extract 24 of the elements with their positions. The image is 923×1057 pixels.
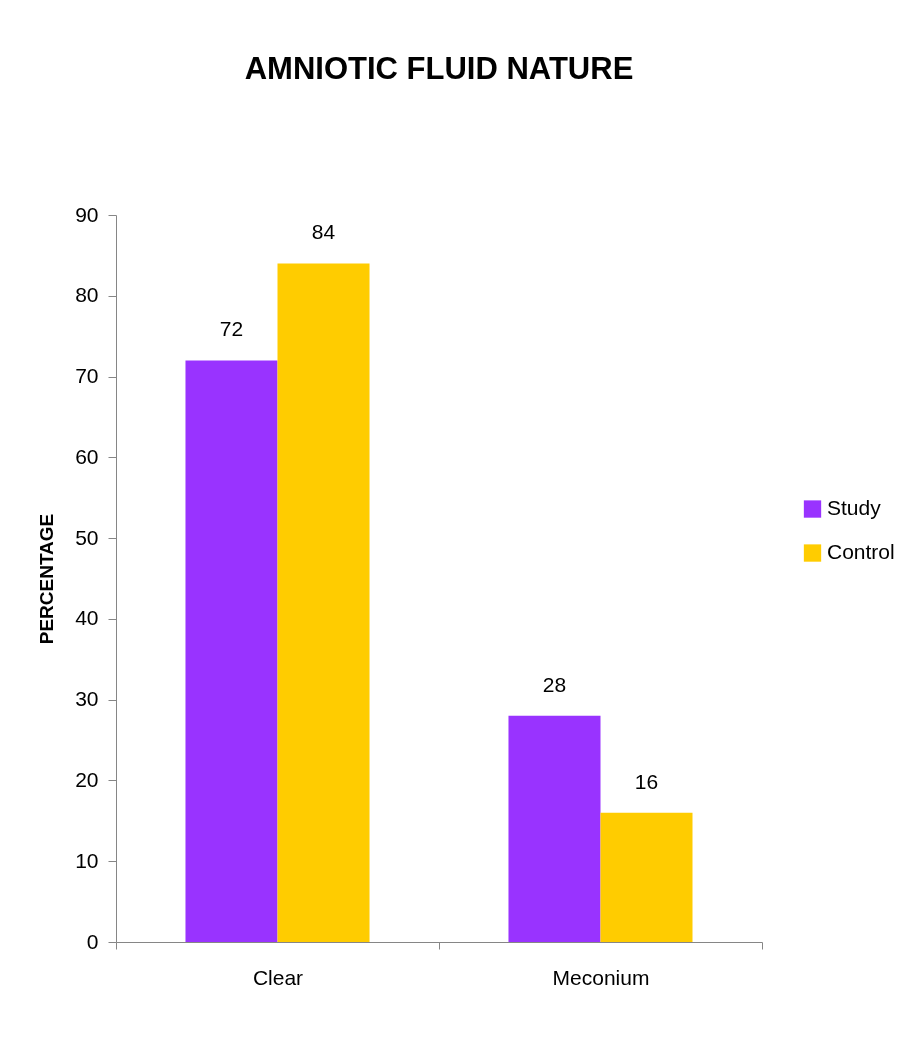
x-tick-label: Meconium xyxy=(552,965,650,989)
bar xyxy=(600,812,693,942)
y-tick-label: 60 xyxy=(75,444,99,468)
y-tick-label: 50 xyxy=(75,525,99,549)
y-tick-label: 80 xyxy=(75,283,99,307)
y-tick-label: 70 xyxy=(75,364,99,388)
x-tick-label: Clear xyxy=(252,965,304,989)
y-tick-label: 20 xyxy=(75,767,99,791)
data-label: 28 xyxy=(542,672,567,696)
y-tick-label: 90 xyxy=(75,202,99,226)
bar xyxy=(508,715,601,942)
y-tick-label: 30 xyxy=(75,687,99,711)
data-label: 16 xyxy=(634,769,659,793)
chart-title: AMNIOTIC FLUID NATURE xyxy=(244,51,634,86)
y-tick-label: 40 xyxy=(75,606,99,630)
y-tick-label: 0 xyxy=(86,929,99,953)
y-axis-title: PERCENTAGE xyxy=(36,513,58,645)
legend-label: Control xyxy=(827,540,895,564)
bar xyxy=(185,360,278,942)
bar xyxy=(277,263,370,942)
data-label: 84 xyxy=(311,220,336,244)
legend-label: Study xyxy=(827,496,882,520)
y-tick-label: 10 xyxy=(75,848,99,872)
data-label: 72 xyxy=(219,317,244,341)
